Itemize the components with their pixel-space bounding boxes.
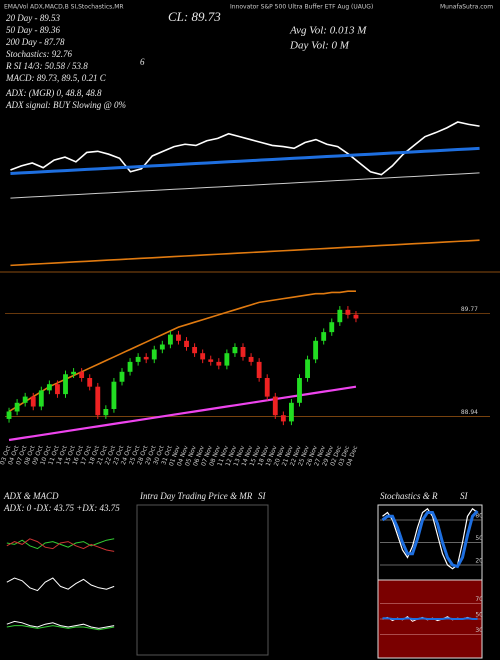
candle-body — [103, 409, 109, 416]
y-tick-label: 80 — [475, 513, 483, 520]
series-line — [6, 577, 115, 592]
stochastics-title: Stochastics & R — [380, 491, 438, 501]
candle-body — [63, 374, 68, 395]
y-tick-label: 50 — [475, 535, 483, 542]
series-line — [382, 617, 478, 620]
close-label: CL: 89.73 — [168, 9, 221, 24]
y-tick-label: 20 — [475, 558, 483, 565]
candle-body — [232, 347, 238, 354]
candle-body — [200, 353, 206, 360]
candle-body — [151, 349, 157, 360]
candle-body — [240, 347, 246, 357]
y-tick-label: 30 — [475, 627, 483, 634]
candle-body — [329, 322, 335, 333]
intraday-title-end: SI — [258, 491, 267, 501]
rsi-value: R SI 14/3: 50.58 / 53.8 — [5, 61, 88, 71]
candle-body — [176, 334, 181, 341]
candle-body — [192, 347, 198, 354]
candle-body — [119, 371, 125, 382]
intraday-box — [136, 504, 269, 656]
indicators: EMA/Vol ADX,MACD,B SI,Stochastics,MR — [4, 4, 124, 11]
ma50: 50 Day - 89.36 — [6, 25, 60, 35]
intraday-title: Intra Day Trading Price & MR — [139, 491, 253, 501]
candle-body — [216, 361, 222, 366]
series-line — [381, 509, 479, 569]
y-tick-label: 88.94 — [461, 409, 478, 416]
candle-body — [208, 359, 214, 362]
adx-values: ADX: 0 -DX: 43.75 +DX: 43.75 — [3, 503, 120, 513]
candle-body — [256, 361, 262, 378]
site: MunafaSutra.com — [440, 4, 493, 11]
candle-body — [289, 402, 294, 422]
candle-body — [95, 386, 101, 416]
series-line — [10, 121, 480, 176]
candle-body — [22, 396, 28, 403]
page-title: Innovator S&P 500 Ultra Buffer ETF Aug (… — [230, 4, 373, 11]
adx-title: ADX & MACD — [3, 491, 59, 501]
macd-value: MACD: 89.73, 89.5, 0.21 C — [5, 73, 107, 83]
candle-body — [55, 384, 60, 395]
candle-body — [143, 356, 149, 360]
candle-body — [248, 356, 254, 362]
candle-body — [280, 415, 286, 422]
candle-body — [272, 396, 278, 416]
candle-body — [337, 309, 343, 323]
candle-body — [6, 411, 12, 419]
candle-body — [30, 396, 36, 407]
day-vol: Day Vol: 0 M — [289, 40, 350, 52]
candle-body — [321, 332, 327, 341]
candle-body — [167, 334, 173, 345]
candle-body — [87, 378, 93, 387]
ma20: 20 Day - 89.53 — [6, 13, 60, 23]
y-tick-label: 50 — [475, 612, 483, 619]
adx-signal: ADX signal: BUY Slowing @ 0% — [5, 100, 126, 110]
candle-body — [38, 390, 44, 407]
candle-body — [127, 361, 133, 372]
stochastics-value: Stochastics: 92.76 — [6, 49, 72, 59]
candle-body — [71, 371, 76, 375]
avg-vol: Avg Vol: 0.013 M — [289, 25, 367, 37]
candle-body — [305, 359, 310, 378]
ma200: 200 Day - 87.78 — [6, 37, 65, 47]
series-line — [10, 239, 480, 267]
candle-body — [46, 384, 52, 391]
series-line — [10, 146, 480, 176]
stochastics-title-end: SI — [460, 491, 469, 501]
candle-body — [224, 353, 230, 366]
candle-body — [353, 314, 359, 319]
adx-value: ADX: (MGR) 0, 48.8, 48.8 — [5, 88, 102, 98]
series-line — [10, 172, 480, 199]
series-line — [6, 538, 115, 552]
series-line — [6, 625, 115, 631]
candle-body — [14, 402, 20, 412]
candle-body — [297, 378, 302, 403]
candle-body — [111, 381, 117, 409]
candle-body — [159, 344, 165, 350]
candle-body — [264, 378, 270, 397]
candle-body — [135, 356, 141, 362]
candle-body — [184, 340, 189, 347]
rsi-extra: 6 — [140, 57, 145, 67]
candle-body — [79, 371, 85, 378]
y-tick-label: 70 — [475, 596, 483, 603]
series-line — [6, 620, 115, 629]
candle-body — [313, 340, 319, 360]
y-tick-label: 89.77 — [461, 306, 478, 313]
candle-body — [345, 309, 351, 315]
